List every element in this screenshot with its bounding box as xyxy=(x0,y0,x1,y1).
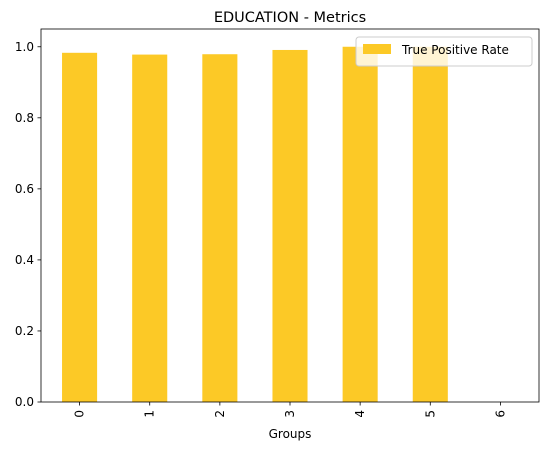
x-axis-label: Groups xyxy=(269,427,312,441)
y-tick-label: 0.0 xyxy=(15,395,34,409)
y-tick-label: 0.4 xyxy=(15,253,34,267)
bar-2 xyxy=(202,54,238,402)
x-tick-label: 4 xyxy=(353,410,367,418)
legend-box xyxy=(355,36,533,67)
bar-1 xyxy=(132,54,168,402)
legend: True Positive Rate xyxy=(355,36,533,67)
x-axis-ticks: 0 1 2 3 4 5 6 xyxy=(73,402,507,418)
x-tick-label: 3 xyxy=(283,410,297,418)
y-tick-label: 1.0 xyxy=(15,40,34,54)
bar-4 xyxy=(342,46,378,402)
bar-3 xyxy=(272,49,308,403)
plot-frame xyxy=(40,28,540,403)
bar-5 xyxy=(412,46,448,402)
legend-label: True Positive Rate xyxy=(401,43,509,57)
x-tick-label: 5 xyxy=(423,410,437,418)
x-tick-label: 0 xyxy=(73,410,87,418)
x-tick-label: 6 xyxy=(493,410,507,418)
y-tick-label: 0.2 xyxy=(15,324,34,338)
x-tick-label: 2 xyxy=(213,410,227,418)
bar-0 xyxy=(62,52,98,403)
y-tick-label: 0.8 xyxy=(15,111,34,125)
y-tick-label: 0.6 xyxy=(15,182,34,196)
x-tick-label: 1 xyxy=(143,410,157,418)
bar-group xyxy=(62,46,448,403)
y-axis-ticks: 0.0 0.2 0.4 0.6 0.8 1.0 xyxy=(15,40,41,409)
legend-swatch xyxy=(363,44,391,54)
chart-title: EDUCATION - Metrics xyxy=(214,10,366,26)
